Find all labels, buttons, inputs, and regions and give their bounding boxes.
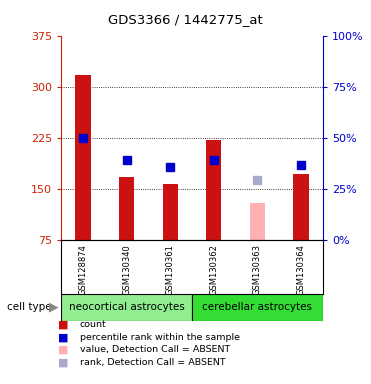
Bar (250, 203, 265, 240)
Bar (162, 184, 178, 240)
Text: GSM130340: GSM130340 (122, 244, 131, 295)
Bar (75, 75, 91, 240)
Text: cerebellar astrocytes: cerebellar astrocytes (203, 302, 312, 312)
Text: ■: ■ (58, 358, 68, 367)
Text: cell type: cell type (7, 302, 52, 312)
Text: ▶: ▶ (49, 301, 59, 314)
Bar (192, 294, 323, 321)
Text: ■: ■ (58, 345, 68, 355)
Text: neocortical astrocytes: neocortical astrocytes (69, 302, 184, 312)
Text: percentile rank within the sample: percentile rank within the sample (80, 333, 240, 342)
Bar (119, 177, 134, 240)
Bar (61, 294, 192, 321)
Text: GSM130363: GSM130363 (253, 244, 262, 295)
Text: ■: ■ (58, 332, 68, 342)
Text: GDS3366 / 1442775_at: GDS3366 / 1442775_at (108, 13, 263, 26)
Text: value, Detection Call = ABSENT: value, Detection Call = ABSENT (80, 345, 230, 354)
Bar (206, 140, 221, 240)
Text: GSM130364: GSM130364 (296, 244, 305, 295)
Text: count: count (80, 320, 106, 329)
Text: GSM130361: GSM130361 (166, 244, 175, 295)
Text: rank, Detection Call = ABSENT: rank, Detection Call = ABSENT (80, 358, 226, 367)
Bar (293, 174, 309, 240)
Text: ■: ■ (58, 319, 68, 329)
Text: GSM128874: GSM128874 (79, 244, 88, 295)
Text: GSM130362: GSM130362 (209, 244, 218, 295)
